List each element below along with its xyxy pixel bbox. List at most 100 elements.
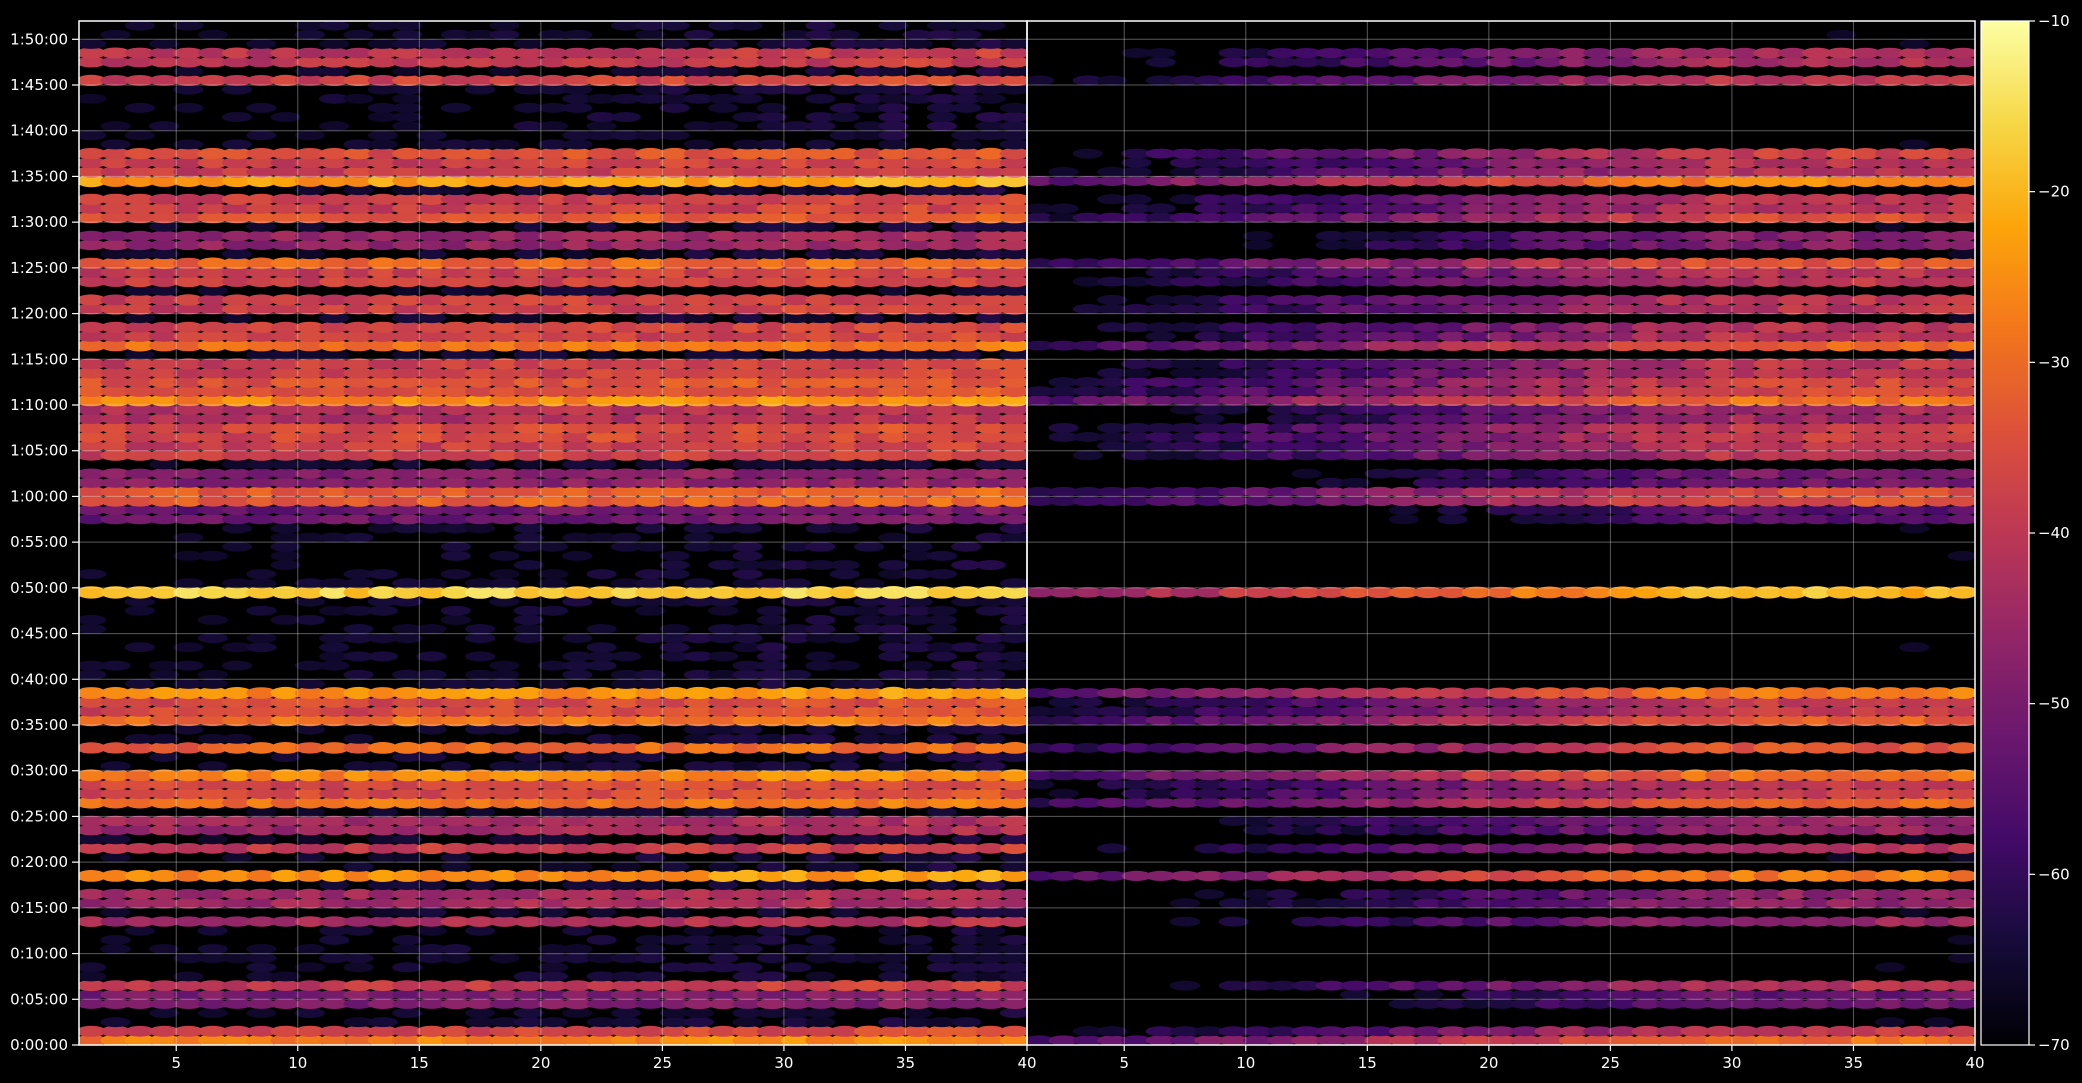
heat-cell (197, 56, 228, 68)
heat-cell (294, 321, 325, 333)
heat-cell (635, 93, 666, 104)
heat-cell (1194, 368, 1225, 378)
heat-cell (781, 624, 812, 634)
heat-cell (902, 1008, 933, 1018)
heat-cell (586, 477, 617, 488)
heat-cell (562, 824, 593, 836)
heat-cell (635, 898, 666, 909)
heat-cell (635, 66, 666, 77)
heat-cell (1923, 267, 1954, 278)
heat-cell (537, 1034, 569, 1045)
heat-cell (756, 339, 787, 352)
heat-cell (319, 980, 350, 991)
heat-cell (1242, 386, 1273, 397)
heat-cell (1267, 422, 1298, 433)
heat-cell (489, 313, 520, 324)
heat-cell (294, 249, 325, 260)
heat-cell (246, 980, 277, 992)
heat-cell (440, 422, 471, 434)
heat-cell (853, 212, 885, 224)
heat-cell (708, 358, 739, 370)
heat-cell (1437, 770, 1468, 781)
heat-cell (1267, 687, 1298, 699)
heat-cell (465, 294, 496, 306)
heat-cell (537, 239, 569, 251)
heat-cell (1340, 825, 1371, 836)
heat-cell (853, 47, 885, 59)
heat-cell (1121, 203, 1152, 214)
heat-cell (1413, 870, 1444, 882)
heat-cell (1340, 368, 1371, 378)
heat-cell (926, 569, 958, 580)
heat-cell (343, 505, 374, 516)
heat-cell (319, 166, 350, 178)
heat-cell (1413, 258, 1444, 269)
heat-cell (79, 824, 107, 836)
heat-cell (951, 221, 982, 232)
heat-cell (586, 624, 617, 634)
heat-cell (829, 1034, 860, 1045)
heat-cell (1777, 869, 1808, 882)
heat-cell (781, 477, 812, 488)
heat-cell (343, 93, 374, 104)
heat-cell (1145, 267, 1176, 278)
heat-cell (343, 139, 374, 150)
heat-cell (173, 358, 204, 370)
heat-cell (79, 569, 107, 580)
heat-cell (1315, 1035, 1346, 1045)
heat-cell (489, 358, 520, 370)
heat-cell (513, 523, 544, 534)
heat-cell (1534, 769, 1565, 781)
heat-cell (489, 257, 520, 269)
heat-cell (343, 459, 374, 470)
heat-cell (1704, 714, 1735, 727)
heat-cell (1923, 212, 1954, 224)
heat-cell (683, 267, 714, 278)
heat-cell (246, 705, 277, 717)
heat-cell (1315, 358, 1346, 369)
heat-cell (1461, 687, 1492, 699)
heat-cell (1437, 240, 1468, 250)
heat-cell (440, 285, 471, 296)
heat-cell (975, 778, 1006, 791)
heat-cell (732, 944, 763, 954)
heat-cell (635, 569, 666, 580)
heat-cell (392, 834, 423, 845)
heat-cell (659, 367, 690, 379)
heat-cell (999, 742, 1027, 754)
heat-cell (1194, 194, 1225, 205)
heat-cell (635, 989, 666, 1000)
heat-cell (1631, 714, 1662, 727)
heat-cell (319, 330, 350, 342)
heat-cell (586, 166, 617, 178)
heat-cell (1461, 477, 1492, 488)
heat-cell (79, 239, 107, 251)
heat-cell (1485, 230, 1517, 241)
heat-cell (440, 404, 471, 415)
heat-cell (1801, 815, 1833, 827)
heat-cell (1850, 779, 1881, 790)
heat-cell (1242, 240, 1273, 250)
heat-cell (805, 175, 836, 187)
heat-cell (124, 193, 155, 205)
heat-cell (756, 74, 787, 86)
heat-cell (999, 778, 1027, 791)
heat-cell (1364, 715, 1395, 726)
heat-cell (926, 394, 958, 407)
heat-cell (392, 486, 423, 498)
heat-cell (781, 944, 812, 954)
heat-cell (902, 313, 933, 324)
heat-cell (562, 752, 593, 762)
heat-cell (999, 285, 1027, 296)
heat-cell (1485, 358, 1517, 369)
heat-cell (1169, 432, 1201, 442)
heat-cell (294, 459, 325, 470)
heat-cell (537, 394, 569, 407)
heat-cell (1826, 431, 1857, 443)
heat-cell (537, 514, 569, 525)
heat-cell (1534, 340, 1565, 351)
heat-cell (610, 989, 642, 1000)
heat-cell (926, 686, 958, 700)
heat-cell (1777, 505, 1808, 516)
heat-cell (805, 294, 836, 306)
